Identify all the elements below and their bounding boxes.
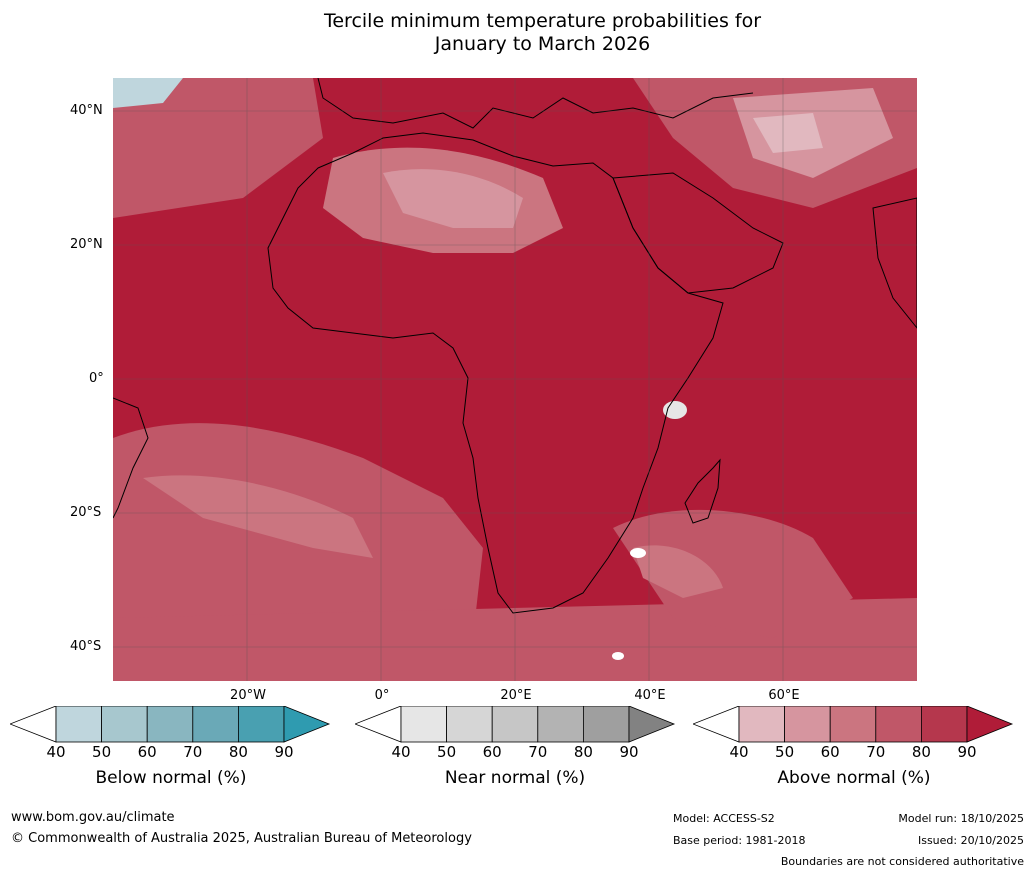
colorbar-segment: [537, 706, 584, 743]
colorbar-label-near: Near normal (%): [444, 768, 586, 788]
colorbar-tick-label: 90: [957, 743, 977, 761]
east-africa-spot: [663, 401, 687, 419]
colorbar-tick-label: 80: [228, 743, 248, 761]
south-indian-light: [633, 545, 723, 598]
colorbar-over-extension: [628, 706, 676, 743]
sahara-lighter: [383, 169, 523, 228]
europe-coastline: [317, 78, 754, 129]
footer-copyright: © Commonwealth of Australia 2025, Austra…: [11, 831, 472, 846]
footer-boundaries-note: Boundaries are not considered authoritat…: [780, 855, 1024, 868]
colorbar-over-extension: [283, 706, 331, 743]
colorbar-tick-label: 70: [183, 743, 203, 761]
colorbar-segment: [738, 706, 785, 743]
colorbar-tick-label: 40: [46, 743, 66, 761]
colorbar-under-extension: [355, 706, 402, 743]
colorbar-tick-label: 90: [619, 743, 639, 761]
colorbar-label-above: Above normal (%): [777, 768, 931, 788]
colorbar-segment: [829, 706, 877, 743]
south-indian-band: [613, 509, 853, 638]
title-line-1: Tercile minimum temperature probabilitie…: [323, 10, 762, 32]
colorbar-segment: [400, 706, 447, 743]
lat-label-0: 0°: [89, 371, 104, 386]
colorbar-segment: [875, 706, 922, 743]
south-africa-spot: [630, 548, 646, 558]
africa-coastline: [267, 132, 724, 614]
colorbar-segment: [237, 706, 285, 743]
colorbar-below-normal: [10, 706, 331, 743]
north-atlantic-band: [113, 78, 323, 218]
colorbar-tick-label: 70: [528, 743, 548, 761]
lon-label-20e: 20°E: [500, 688, 532, 703]
colorbar-tick-label: 50: [775, 743, 795, 761]
colorbar-tick-label: 70: [866, 743, 886, 761]
map-svg: [113, 78, 917, 681]
footer-model: Model: ACCESS-S2: [673, 812, 775, 825]
colorbar-segment: [55, 706, 102, 743]
colorbar-segment: [101, 706, 148, 743]
graticule: [113, 78, 917, 681]
footer-issued: Issued: 20/10/2025: [917, 834, 1024, 847]
footer-url[interactable]: www.bom.gov.au/climate: [11, 810, 175, 825]
colorbar-label-below: Below normal (%): [95, 768, 247, 788]
colorbar-tick-label: 40: [391, 743, 411, 761]
colorbar-above-normal: [693, 706, 1014, 743]
colorbar-segment: [446, 706, 493, 743]
lon-label-0: 0°: [374, 688, 390, 703]
colorbar-tick-label: 40: [729, 743, 749, 761]
southern-spot: [612, 652, 624, 660]
colorbar-tick-label: 60: [137, 743, 157, 761]
lon-label-60e: 60°E: [768, 688, 800, 703]
colorbar-tick-label: 80: [573, 743, 593, 761]
title-line-2: January to March 2026: [434, 33, 651, 55]
arabia-coastline: [612, 172, 784, 294]
colorbar-segment: [582, 706, 630, 743]
colorbar-segment: [491, 706, 539, 743]
colorbar-tick-label: 50: [92, 743, 112, 761]
lat-label-40n: 40°N: [70, 103, 103, 118]
madagascar-coastline: [684, 458, 721, 524]
lon-label-20w: 20°W: [230, 688, 266, 703]
chart-title: Tercile minimum temperature probabilitie…: [0, 10, 1035, 56]
colorbar-segment: [784, 706, 831, 743]
lon-label-40e: 40°E: [634, 688, 666, 703]
colorbar-under-extension: [693, 706, 740, 743]
colorbar-tick-label: 60: [820, 743, 840, 761]
colorbar-segment: [192, 706, 239, 743]
south-atlantic-light: [143, 475, 373, 558]
probability-map: [113, 78, 917, 681]
probability-shading: [113, 78, 917, 681]
colorbar-tick-label: 80: [911, 743, 931, 761]
south-america-coastline: [113, 397, 149, 519]
below-normal-patch: [113, 78, 183, 108]
footer-model-run: Model run: 18/10/2025: [898, 812, 1024, 825]
colorbar-tick-label: 60: [482, 743, 502, 761]
colorbar-over-extension: [966, 706, 1014, 743]
colorbar-near-normal: [355, 706, 676, 743]
lat-label-20n: 20°N: [70, 237, 103, 252]
colorbar-tick-label: 90: [274, 743, 294, 761]
colorbar-segment: [146, 706, 194, 743]
colorbar-segment: [920, 706, 968, 743]
lat-label-40s: 40°S: [70, 639, 102, 654]
footer-base-period: Base period: 1981-2018: [673, 834, 806, 847]
colorbar-under-extension: [10, 706, 57, 743]
lat-label-20s: 20°S: [70, 505, 102, 520]
colorbar-tick-label: 50: [437, 743, 457, 761]
india-coastline: [872, 197, 917, 329]
middle-east-lighter: [753, 113, 823, 153]
